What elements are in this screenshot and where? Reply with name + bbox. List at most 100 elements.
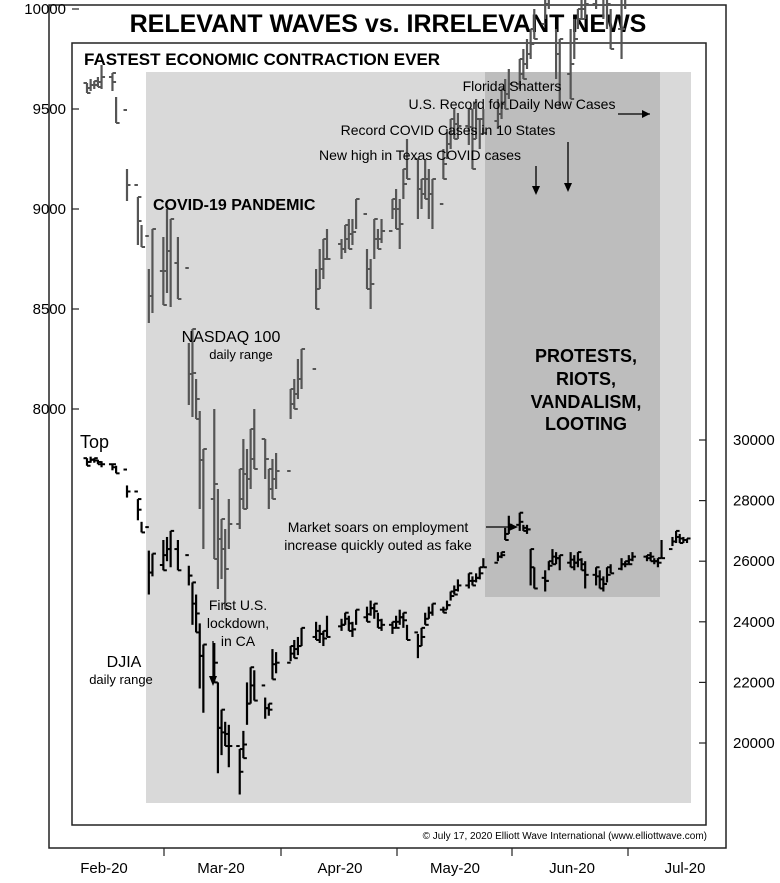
nasdaq-series-note: daily range (209, 347, 273, 362)
djia-bar (272, 652, 280, 674)
nasdaq-bar (378, 219, 386, 243)
right-tick-label: 20000 (733, 735, 775, 752)
djia-bar (418, 626, 426, 648)
left-axis-nasdaq: 8000 8500 9000 9500 10000 (24, 1, 79, 418)
nasdaq-bar (403, 139, 411, 185)
employment-line-2: increase quickly outed as fake (284, 537, 472, 553)
djia-bar (498, 551, 506, 559)
djia-bar (607, 564, 615, 576)
florida-arrowhead (642, 110, 650, 118)
djia-bar (225, 724, 233, 768)
nasdaq-bar (159, 237, 167, 306)
annotation-texas: New high in Texas COVID cases (319, 147, 521, 163)
djia-bar (378, 618, 386, 631)
right-tick-label: 26000 (733, 553, 775, 570)
djia-bar (392, 615, 400, 629)
djia-bar (148, 552, 156, 577)
nasdaq-bar (272, 453, 280, 489)
djia-bar (370, 602, 378, 619)
djia-bar (501, 527, 509, 557)
nasdaq-bar (602, 0, 605, 19)
nasdaq-bar (268, 459, 276, 500)
employment-line-1: Market soars on employment (288, 519, 469, 535)
djia-bar (592, 566, 600, 586)
djia-bar (167, 529, 175, 568)
x-tick-label: Jun-20 (549, 860, 595, 877)
djia-bar (625, 555, 633, 566)
nasdaq-bar (454, 113, 462, 139)
florida-line-2: U.S. Record for Daily New Cases (409, 96, 616, 112)
nasdaq-bar (530, 9, 538, 45)
nasdaq-bar (167, 218, 175, 307)
djia-bar (159, 539, 167, 572)
nasdaq-bar (479, 109, 487, 135)
djia-bar (90, 457, 98, 463)
nasdaq-bar (607, 3, 615, 50)
nasdaq-bar (134, 184, 142, 245)
djia-bar (439, 606, 447, 614)
nasdaq-bar (188, 328, 196, 417)
record-states-arrowhead (564, 183, 572, 192)
lockdown-line-3: in CA (221, 633, 256, 649)
nasdaq-bar (581, 0, 589, 19)
chart-title: RELEVANT WAVES vs. IRRELEVANT NEWS (130, 10, 647, 38)
left-tick-label: 10000 (24, 1, 66, 18)
x-tick-label: Feb-20 (80, 860, 128, 877)
copyright: © July 17, 2020 Elliott Wave Internation… (423, 831, 707, 842)
nasdaq-bar (221, 529, 229, 610)
nasdaq-bar (567, 29, 575, 100)
djia-bar (98, 460, 106, 468)
protests-label: PROTESTS, RIOTS, VANDALISM, LOOTING (531, 346, 642, 434)
protests-line-1: PROTESTS, (535, 346, 637, 366)
djia-bar (290, 639, 298, 660)
protests-line-3: VANDALISM, (531, 392, 642, 412)
djia-bar (188, 574, 196, 625)
nasdaq-bar (138, 220, 146, 248)
pandemic-label: COVID-19 PANDEMIC (153, 197, 316, 214)
top-label: Top (80, 432, 109, 452)
nasdaq-bar (225, 499, 233, 570)
annotation-employment: Market soars on employment increase quic… (284, 519, 472, 553)
djia-bar (239, 730, 247, 773)
djia-bar (352, 608, 360, 631)
djia-bar (174, 539, 182, 572)
djia-bar (341, 611, 349, 626)
employment-arrowhead (509, 523, 518, 531)
djia-bar (268, 649, 276, 711)
nasdaq-bar (98, 65, 106, 89)
nasdaq-bar (199, 448, 207, 549)
djia-bar (83, 457, 91, 467)
djia-bar (247, 666, 255, 705)
nasdaq-bar (83, 82, 91, 94)
djia-bar (399, 611, 407, 628)
djia-bar (428, 602, 436, 616)
left-tick-label: 9500 (33, 101, 66, 118)
annotation-florida: Florida Shatters U.S. Record for Daily N… (409, 78, 616, 112)
nasdaq-bar (592, 0, 598, 9)
x-axis: Feb-20 Mar-20 Apr-20 May-20 Jun-20 Jul-20 (80, 848, 705, 877)
nasdaq-bar (439, 149, 447, 205)
nasdaq-bar (428, 178, 436, 229)
nasdaq-bar (148, 228, 156, 313)
nasdaq-bar (298, 348, 306, 389)
djia-bar (323, 615, 331, 640)
nasdaq-bar (218, 518, 226, 579)
nasdaq-bar (312, 269, 320, 370)
djia-series-note: daily range (89, 672, 153, 687)
djia-bar (516, 511, 524, 531)
djia-bar (530, 566, 538, 590)
nasdaq-bar (370, 218, 378, 285)
right-tick-label: 28000 (733, 493, 775, 510)
djia-bar (218, 708, 226, 756)
djia-bar (403, 619, 411, 641)
right-tick-label: 30000 (733, 432, 775, 449)
djia-bar (199, 643, 207, 713)
florida-line-1: Florida Shatters (463, 78, 562, 94)
chart-subtitle: FASTEST ECONOMIC CONTRACTION EVER (84, 50, 440, 69)
lockdown-line-1: First U.S. (209, 597, 267, 613)
djia-bar (454, 579, 462, 592)
annotation-lockdown: First U.S. lockdown, in CA (207, 597, 269, 649)
nasdaq-bar (505, 69, 513, 99)
djia-bar (265, 702, 273, 716)
